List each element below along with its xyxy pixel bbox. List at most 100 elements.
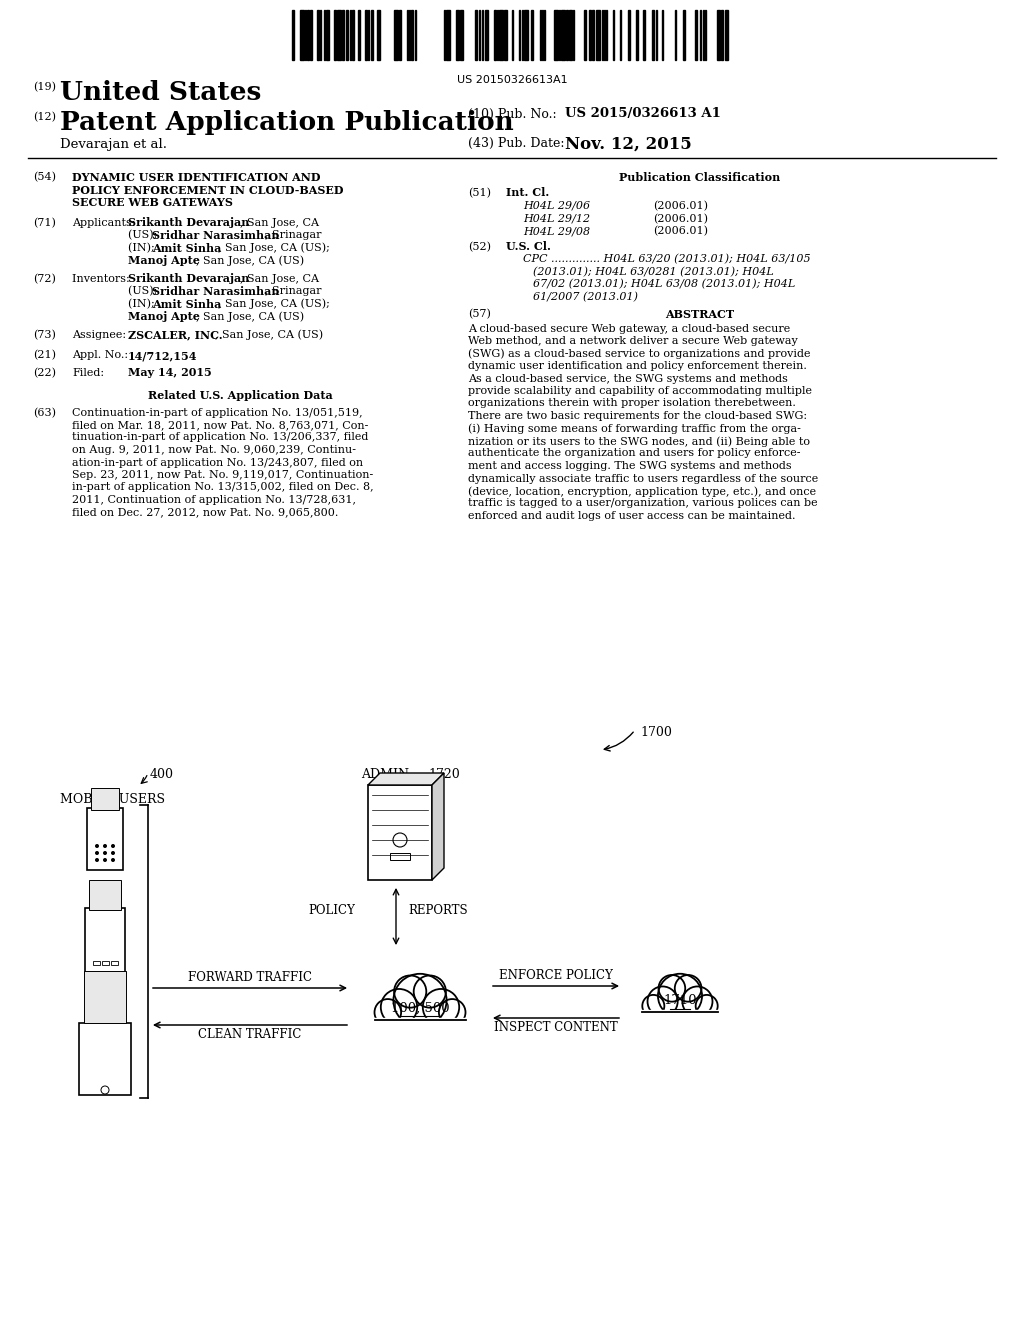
Text: , San Jose, CA: , San Jose, CA (240, 218, 319, 227)
Text: There are two basic requirements for the cloud-based SWG:: There are two basic requirements for the… (468, 411, 807, 421)
Circle shape (439, 999, 466, 1026)
Text: Amit Sinha: Amit Sinha (152, 243, 221, 253)
Bar (446, 11, 450, 59)
Text: (52): (52) (468, 242, 490, 252)
Text: filed on Dec. 27, 2012, now Pat. No. 9,065,800.: filed on Dec. 27, 2012, now Pat. No. 9,0… (72, 507, 338, 517)
Text: MOBILE USERS: MOBILE USERS (60, 793, 165, 807)
Bar (628, 11, 630, 59)
Bar (596, 11, 600, 59)
Text: Web method, and a network deliver a secure Web gateway: Web method, and a network deliver a secu… (468, 337, 798, 346)
Bar (411, 11, 413, 59)
Text: , Srinagar: , Srinagar (265, 230, 322, 240)
Text: (IN);: (IN); (128, 298, 159, 309)
Bar (721, 11, 723, 59)
Text: (2006.01): (2006.01) (653, 201, 708, 211)
Bar (460, 11, 463, 59)
Text: US 2015/0326613 A1: US 2015/0326613 A1 (565, 107, 721, 120)
Text: Int. Cl.: Int. Cl. (506, 187, 549, 198)
Bar (592, 11, 594, 59)
Text: Related U.S. Application Data: Related U.S. Application Data (147, 389, 333, 401)
Bar (84, 972, 126, 1023)
Text: ENFORCE POLICY: ENFORCE POLICY (499, 969, 613, 982)
Circle shape (682, 986, 713, 1016)
Text: (US);: (US); (128, 230, 161, 240)
Text: (2006.01): (2006.01) (653, 226, 708, 236)
Text: REPORTS: REPORTS (408, 904, 468, 916)
Circle shape (111, 851, 115, 855)
Circle shape (423, 989, 459, 1026)
Bar (643, 11, 645, 59)
Circle shape (103, 851, 106, 855)
Bar (89, 880, 121, 909)
Text: 67/02 (2013.01); H04L 63/08 (2013.01); H04L: 67/02 (2013.01); H04L 63/08 (2013.01); H… (534, 279, 796, 289)
Circle shape (393, 974, 446, 1027)
Circle shape (675, 975, 701, 1002)
Bar (485, 11, 488, 59)
Bar (373, 1018, 468, 1038)
Text: (2006.01): (2006.01) (653, 214, 708, 224)
Text: Sridhar Narasimhan: Sridhar Narasimhan (152, 230, 280, 242)
Bar (358, 11, 360, 59)
Bar (390, 853, 410, 861)
Text: (device, location, encryption, application type, etc.), and once: (device, location, encryption, applicati… (468, 486, 816, 496)
Text: Inventors:: Inventors: (72, 273, 133, 284)
Text: May 14, 2015: May 14, 2015 (128, 367, 212, 379)
Circle shape (375, 999, 401, 1026)
Text: (54): (54) (33, 172, 56, 182)
Bar (725, 11, 728, 59)
Bar (365, 11, 367, 59)
Circle shape (103, 843, 106, 847)
Text: US 20150326613A1: US 20150326613A1 (457, 75, 567, 84)
Circle shape (95, 843, 99, 847)
Text: (57): (57) (468, 309, 490, 319)
Bar (342, 11, 344, 59)
Circle shape (394, 975, 426, 1007)
Text: (IN);: (IN); (128, 243, 159, 253)
Text: Patent Application Publication: Patent Application Publication (60, 110, 514, 135)
Text: SECURE WEB GATEWAYS: SECURE WEB GATEWAYS (72, 197, 232, 209)
Circle shape (381, 989, 417, 1026)
Bar (317, 11, 319, 59)
Text: DYNAMIC USER IDENTIFICATION AND: DYNAMIC USER IDENTIFICATION AND (72, 172, 321, 183)
Circle shape (658, 975, 685, 1002)
Text: , San Jose, CA (US): , San Jose, CA (US) (196, 312, 304, 322)
Text: INSPECT CONTENT: INSPECT CONTENT (495, 1020, 617, 1034)
Bar (717, 11, 720, 59)
Circle shape (111, 843, 115, 847)
Text: filed on Mar. 18, 2011, now Pat. No. 8,763,071, Con-: filed on Mar. 18, 2011, now Pat. No. 8,7… (72, 420, 369, 430)
Text: , San Jose, CA: , San Jose, CA (240, 273, 319, 284)
Text: (12): (12) (33, 112, 56, 123)
Text: (21): (21) (33, 350, 56, 360)
Bar (456, 11, 459, 59)
Text: United States: United States (60, 81, 261, 106)
Bar (292, 11, 294, 59)
Text: dynamic user identification and policy enforcement therein.: dynamic user identification and policy e… (468, 360, 807, 371)
Circle shape (642, 995, 665, 1016)
Text: enforced and audit logs of user access can be maintained.: enforced and audit logs of user access c… (468, 511, 796, 521)
Bar (584, 11, 586, 59)
Text: Nov. 12, 2015: Nov. 12, 2015 (565, 136, 692, 153)
Text: (73): (73) (33, 330, 56, 339)
Text: A cloud-based secure Web gateway, a cloud-based secure: A cloud-based secure Web gateway, a clou… (468, 323, 791, 334)
Bar (566, 11, 568, 59)
Text: 61/2007 (2013.01): 61/2007 (2013.01) (534, 292, 638, 302)
Bar (377, 11, 380, 59)
Text: Manoj Apte: Manoj Apte (128, 312, 200, 322)
Text: U.S. Cl.: U.S. Cl. (506, 242, 551, 252)
Text: , San Jose, CA (US);: , San Jose, CA (US); (218, 298, 330, 309)
Text: (63): (63) (33, 408, 56, 418)
Text: 2011, Continuation of application No. 13/728,631,: 2011, Continuation of application No. 13… (72, 495, 356, 506)
Bar (475, 11, 477, 59)
Bar (93, 961, 100, 965)
Text: Filed:: Filed: (72, 367, 104, 378)
Text: POLICY: POLICY (308, 904, 355, 916)
Circle shape (695, 995, 718, 1016)
Text: 100, 500: 100, 500 (391, 1002, 450, 1015)
Text: , Srinagar: , Srinagar (265, 286, 322, 296)
Text: (US);: (US); (128, 286, 161, 296)
Bar (652, 11, 654, 59)
Bar (561, 11, 565, 59)
Text: CLEAN TRAFFIC: CLEAN TRAFFIC (199, 1028, 302, 1041)
Bar (337, 11, 341, 59)
Polygon shape (85, 908, 125, 973)
